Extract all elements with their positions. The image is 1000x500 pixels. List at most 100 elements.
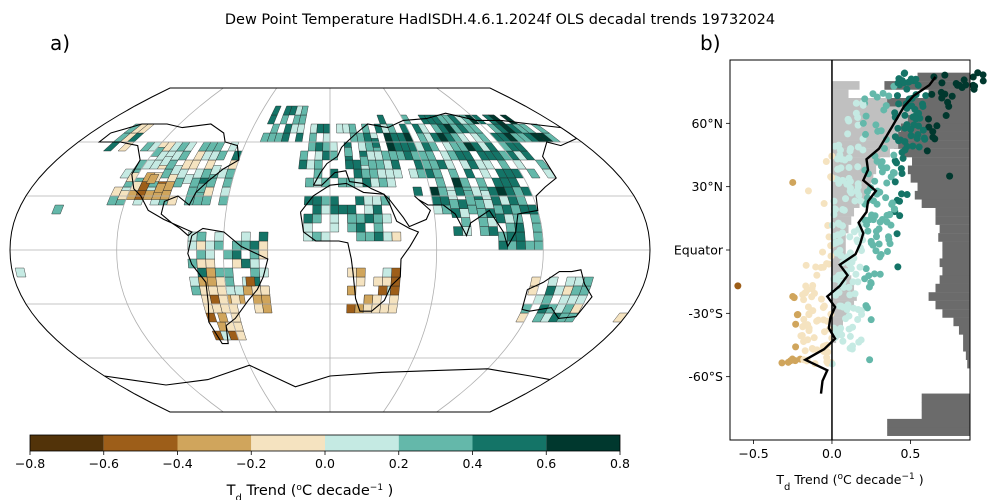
scatter-point [901,138,909,146]
land-fraction-bar [910,174,970,183]
scatter-point [969,73,977,81]
map-grid-cell [533,231,544,242]
map-grid-cell [541,168,557,179]
scatter-point [792,343,800,351]
scatter-point [897,165,905,173]
scatter-point [903,85,911,93]
map-grid-cell [337,177,347,188]
coverage-fraction-bar [831,199,860,208]
scatter-point [849,278,857,286]
map-grid-cell [373,222,384,233]
map-grid-cell [356,222,366,233]
map-grid-cell [353,168,363,179]
scatter-point [873,200,881,208]
colorbar-tick-label: 0.4 [463,456,483,471]
scatter-point [882,194,890,202]
scatter-point [885,92,893,100]
map-grid-cell [479,226,490,236]
map-grid-cell [145,174,160,184]
map-grid-cell [249,258,260,269]
scatter-point [804,321,812,329]
x-tick-label: 0.5 [900,446,920,461]
land-fraction-bar [921,393,970,403]
map-grid-cell [240,231,251,242]
scatter-point [862,302,870,310]
scatter-point [813,271,821,279]
land-fraction-bar [928,89,970,99]
scatter-point [866,356,874,364]
coastline [97,123,240,237]
scatter-point [822,157,830,165]
scatter-point [890,151,898,159]
coverage-fraction-bar [831,266,849,276]
coastline [521,269,593,319]
colorbar-segment [472,435,547,451]
scatter-point [845,325,853,333]
scatter-point [937,88,945,96]
scatter-point [960,76,968,84]
scatter-point [946,172,954,180]
scatter-point [861,216,869,224]
land-fraction-bar [887,427,970,436]
land-fraction-bar [914,190,970,200]
scatter-point [886,210,894,218]
scatter-point [831,205,839,213]
scatter-point [867,316,875,324]
panel-label-a: a) [50,31,70,55]
scatter-point [903,191,911,199]
colorbar-tick-label: 0.0 [315,456,335,471]
y-tick-label: 60°N [691,116,723,131]
scatter-point [836,246,844,254]
map-grid-cell [214,240,224,251]
map-grid-cell [303,222,313,233]
scatter-point [778,359,786,367]
colorbar-tick-label: 0.6 [536,456,556,471]
scatter-point [919,102,927,110]
map-grid-cell [187,258,198,269]
scatter-point [974,69,982,77]
map-grid-cell [258,231,269,242]
map-grid-cell [329,213,340,224]
map-grid-cell [245,276,256,287]
map-grid-cell [386,177,397,188]
scatter-point [851,290,859,298]
map-grid-cell [347,222,357,233]
map-grid-cell [370,138,381,148]
scatter-point [938,94,946,102]
colorbar-segment [103,435,178,451]
map-grid-cell [378,177,389,188]
scatter-point [931,135,939,143]
scatter-point [895,75,903,83]
map-grid-cell [381,276,392,287]
map-grid-cell [382,267,393,278]
scatter-point [789,292,797,300]
map-grid-cell [262,303,273,314]
scatter-point [878,158,886,166]
scatter-point [862,112,870,120]
scatter-point [891,178,899,186]
scatter-point [823,358,831,366]
map-grid-cell [14,267,27,278]
scatter-point [883,218,891,226]
land-fraction-bar [887,418,970,428]
map-grid-cell [377,285,388,296]
coverage-fraction-bar [831,123,901,132]
scatter-point [862,265,870,273]
scatter-point [901,69,909,77]
scatter-point [846,259,854,267]
map-grid-cell [364,204,374,215]
scatter-point [800,338,808,346]
land-fraction-bar [939,275,970,284]
coverage-fraction-bar [831,317,844,327]
panel-b-xlabel: Td Trend (oC decade−1 ) [775,472,923,493]
scatter-point [883,179,891,187]
scatter-point [838,229,846,237]
map-grid-cell [329,222,339,233]
map-grid-cell [271,105,282,116]
map-grid-cell [153,183,167,193]
scatter-point [872,121,880,129]
scatter-point [861,130,869,138]
map-grid-cell [215,276,226,287]
map-grid-cell [205,258,216,269]
scatter-point [793,311,801,319]
